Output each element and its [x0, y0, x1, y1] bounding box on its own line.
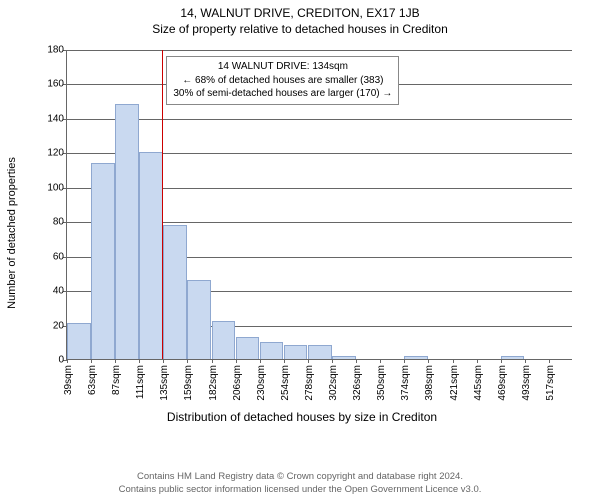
- histogram-bar: [91, 163, 115, 359]
- xtick-label: 111sqm: [135, 365, 146, 399]
- histogram-bar: [67, 323, 91, 359]
- xtick-mark: [356, 359, 357, 363]
- ytick-label: 100: [47, 182, 64, 193]
- histogram-bar: [187, 280, 211, 359]
- xtick-label: 278sqm: [304, 365, 315, 401]
- histogram-bar: [501, 356, 525, 359]
- x-axis-label: Distribution of detached houses by size …: [22, 410, 582, 424]
- ytick-label: 0: [58, 355, 64, 366]
- histogram-bar: [236, 337, 260, 359]
- ytick-label: 20: [53, 320, 64, 331]
- address-title: 14, WALNUT DRIVE, CREDITON, EX17 1JB: [0, 6, 600, 20]
- footer-line-1: Contains HM Land Registry data © Crown c…: [0, 471, 600, 483]
- xtick-label: 350sqm: [376, 365, 387, 401]
- xtick-label: 63sqm: [87, 365, 98, 395]
- xtick-mark: [404, 359, 405, 363]
- xtick-mark: [91, 359, 92, 363]
- xtick-label: 398sqm: [424, 365, 435, 401]
- xtick-mark: [139, 359, 140, 363]
- histogram-bar: [163, 225, 187, 359]
- title-block: 14, WALNUT DRIVE, CREDITON, EX17 1JB Siz…: [0, 0, 600, 36]
- xtick-mark: [260, 359, 261, 363]
- ytick-label: 140: [47, 113, 64, 124]
- xtick-mark: [115, 359, 116, 363]
- ytick-label: 180: [47, 45, 64, 56]
- xtick-mark: [380, 359, 381, 363]
- xtick-label: 182sqm: [208, 365, 219, 401]
- xtick-label: 326sqm: [352, 365, 363, 401]
- xtick-label: 206sqm: [232, 365, 243, 401]
- xtick-label: 517sqm: [545, 365, 556, 401]
- plot-area: 02040608010012014016018039sqm63sqm87sqm1…: [66, 50, 572, 360]
- info-box-line: 14 WALNUT DRIVE: 134sqm: [173, 60, 392, 74]
- xtick-mark: [67, 359, 68, 363]
- histogram-bar: [332, 356, 356, 359]
- xtick-mark: [549, 359, 550, 363]
- chart-subtitle: Size of property relative to detached ho…: [0, 22, 600, 36]
- xtick-mark: [477, 359, 478, 363]
- gridline-h: [67, 50, 572, 51]
- xtick-label: 230sqm: [256, 365, 267, 401]
- xtick-label: 254sqm: [280, 365, 291, 401]
- xtick-label: 135sqm: [159, 365, 170, 401]
- histogram-bar: [308, 345, 332, 359]
- y-axis-label: Number of detached properties: [6, 157, 18, 309]
- histogram-bar: [115, 104, 139, 359]
- xtick-mark: [284, 359, 285, 363]
- attribution-footer: Contains HM Land Registry data © Crown c…: [0, 471, 600, 496]
- xtick-label: 302sqm: [328, 365, 339, 401]
- xtick-mark: [308, 359, 309, 363]
- histogram-bar: [212, 321, 236, 359]
- xtick-mark: [525, 359, 526, 363]
- property-info-box: 14 WALNUT DRIVE: 134sqm← 68% of detached…: [166, 56, 399, 105]
- xtick-label: 159sqm: [183, 365, 194, 401]
- histogram-bar: [260, 342, 284, 359]
- xtick-mark: [236, 359, 237, 363]
- xtick-label: 87sqm: [111, 365, 122, 395]
- ytick-label: 120: [47, 148, 64, 159]
- xtick-label: 493sqm: [521, 365, 532, 401]
- footer-line-2: Contains public sector information licen…: [0, 484, 600, 496]
- ytick-label: 40: [53, 286, 64, 297]
- chart-area: Number of detached properties 0204060801…: [22, 42, 582, 412]
- xtick-mark: [332, 359, 333, 363]
- ytick-label: 60: [53, 251, 64, 262]
- info-box-line: ← 68% of detached houses are smaller (38…: [173, 74, 392, 88]
- histogram-bar: [404, 356, 428, 359]
- ytick-label: 160: [47, 79, 64, 90]
- xtick-mark: [187, 359, 188, 363]
- xtick-label: 374sqm: [400, 365, 411, 401]
- xtick-label: 469sqm: [497, 365, 508, 401]
- histogram-bar: [284, 345, 308, 359]
- xtick-mark: [428, 359, 429, 363]
- xtick-mark: [501, 359, 502, 363]
- histogram-bar: [139, 152, 163, 359]
- xtick-label: 421sqm: [449, 365, 460, 401]
- gridline-h: [67, 119, 572, 120]
- property-marker-line: [162, 50, 163, 359]
- xtick-mark: [453, 359, 454, 363]
- xtick-label: 39sqm: [63, 365, 74, 395]
- xtick-mark: [212, 359, 213, 363]
- xtick-label: 445sqm: [473, 365, 484, 401]
- info-box-line: 30% of semi-detached houses are larger (…: [173, 87, 392, 101]
- xtick-mark: [163, 359, 164, 363]
- ytick-label: 80: [53, 217, 64, 228]
